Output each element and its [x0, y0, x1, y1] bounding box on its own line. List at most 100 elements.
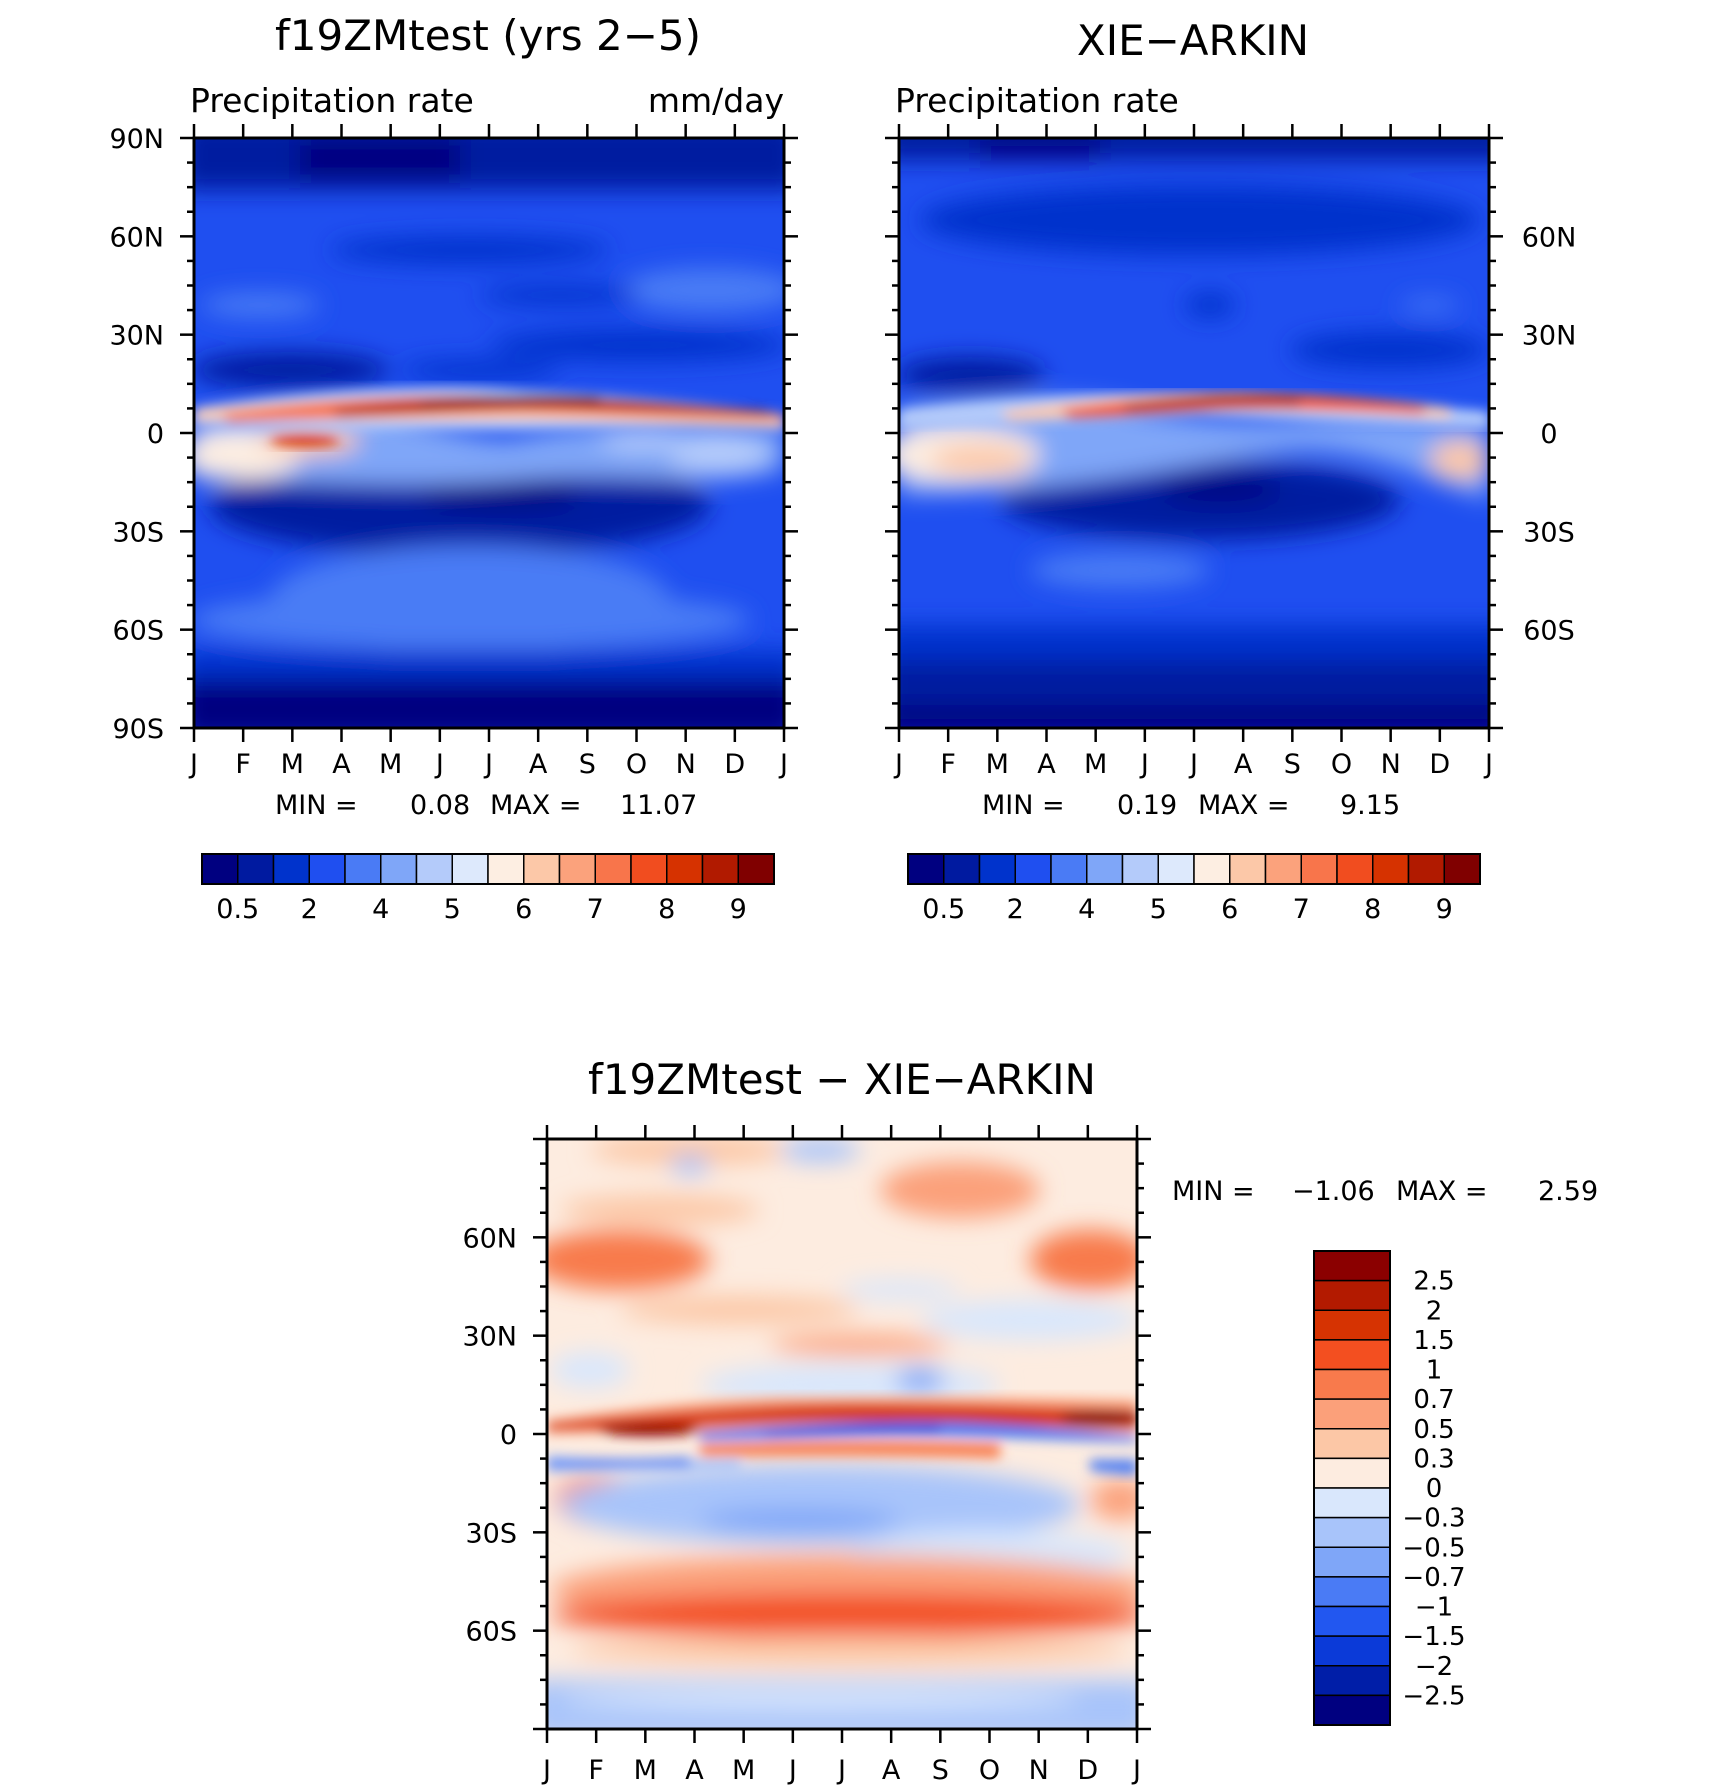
colorbar-swatch [737, 853, 775, 885]
x-tick-label: M [732, 1755, 755, 1786]
colorbar-swatch [1313, 1665, 1391, 1697]
colorbar-swatch [523, 853, 561, 885]
colorbar-label: 4 [1078, 894, 1095, 925]
x-tick-label: O [1331, 749, 1352, 780]
panel-model-subtitle-left: Precipitation rate [190, 81, 474, 120]
x-tick-label: D [724, 749, 745, 780]
colorbar-swatch [1193, 853, 1231, 885]
panel-diff-min-value: −1.06 [1292, 1176, 1375, 1207]
x-tick-label: A [685, 1755, 704, 1786]
x-tick-label: S [932, 1755, 949, 1786]
colorbar-swatch [943, 853, 981, 885]
panel-model-field [194, 138, 784, 728]
y-tick-label: 30S [466, 1518, 518, 1549]
y-tick-label: 60S [113, 616, 165, 647]
colorbar-swatch [380, 853, 418, 885]
colorbar-label: 0.5 [922, 894, 965, 925]
colorbar-swatch [1313, 1309, 1391, 1341]
panel-diff-min-label: MIN = [1172, 1176, 1255, 1207]
x-tick-label: F [940, 749, 956, 780]
colorbar-label: 2 [301, 894, 318, 925]
colorbar-label: 1.5 [1413, 1326, 1454, 1356]
x-tick-label: O [626, 749, 647, 780]
colorbar-label: 7 [1293, 894, 1310, 925]
x-tick-label: O [979, 1755, 1000, 1786]
x-tick-label: N [1029, 1755, 1049, 1786]
x-tick-label: S [579, 749, 596, 780]
colorbar-swatch [1313, 1428, 1391, 1460]
y-tick-label: 90S [113, 714, 165, 745]
x-tick-label: J [483, 749, 493, 780]
panel-obs-subtitle-left: Precipitation rate [895, 81, 1179, 120]
colorbar-swatch [1300, 853, 1338, 885]
x-tick-label: J [893, 749, 903, 780]
panel-obs-title: XIE−ARKIN [1077, 16, 1309, 65]
panel-diff: f19ZMtest − XIE−ARKIN [462, 1055, 1598, 1786]
colorbar-frame [1313, 1250, 1391, 1726]
panel-obs-max-label: MAX = [1198, 790, 1289, 821]
colorbar-swatch [1443, 853, 1481, 885]
colorbar-swatch [1313, 1250, 1391, 1282]
colorbar-label: 0 [1426, 1474, 1443, 1504]
panel-obs-colorbar: 0.5 2 4 5 6 7 8 9 [907, 853, 1481, 925]
y-tick-label: 60S [1523, 616, 1575, 647]
x-tick-label: S [1284, 749, 1301, 780]
colorbar-swatch [594, 853, 632, 885]
colorbar-label: −2.5 [1402, 1681, 1465, 1711]
colorbar-label: 8 [658, 894, 675, 925]
colorbar-swatch [272, 853, 310, 885]
panel-model-max-label: MAX = [490, 790, 581, 821]
x-tick-label: N [1381, 749, 1401, 780]
x-tick-label: J [541, 1755, 551, 1786]
colorbar-swatch [907, 853, 945, 885]
colorbar-swatch [308, 853, 346, 885]
colorbar-swatch [344, 853, 382, 885]
panel-obs: XIE−ARKIN Precipitation rate [885, 16, 1576, 925]
y-tick-label: 0 [500, 1420, 517, 1451]
colorbar-swatch [415, 853, 453, 885]
colorbar-label: 0.5 [1413, 1415, 1454, 1445]
colorbar-label: 1 [1426, 1356, 1443, 1386]
panel-obs-min-value: 0.19 [1117, 790, 1177, 821]
x-tick-label: A [1037, 749, 1056, 780]
colorbar-swatch [1407, 853, 1445, 885]
x-tick-label: M [281, 749, 304, 780]
colorbar-label: 2.5 [1413, 1267, 1454, 1297]
colorbar-label: −0.3 [1402, 1504, 1465, 1534]
y-tick-label: 90N [109, 124, 164, 155]
colorbar-swatch [558, 853, 596, 885]
colorbar-frame [201, 853, 775, 885]
colorbar-label: 0.7 [1413, 1385, 1454, 1415]
colorbar-swatch [1086, 853, 1124, 885]
colorbar-swatch [1313, 1457, 1391, 1489]
x-tick-label: J [1139, 749, 1149, 780]
colorbar-swatch [1313, 1279, 1391, 1311]
panel-model-min-value: 0.08 [410, 790, 470, 821]
x-tick-label: J [787, 1755, 797, 1786]
colorbar-label: 2 [1007, 894, 1024, 925]
x-tick-label: A [1234, 749, 1253, 780]
colorbar-label: 9 [730, 894, 747, 925]
y-tick-label: 60N [462, 1223, 517, 1254]
panel-model-max-value: 11.07 [620, 790, 697, 821]
y-tick-label: 60N [1522, 222, 1577, 253]
y-tick-label: 30N [462, 1322, 517, 1353]
x-tick-label: J [778, 749, 788, 780]
colorbar-label: 5 [444, 894, 461, 925]
colorbar-swatch [1313, 1546, 1391, 1578]
colorbar-swatch [1313, 1398, 1391, 1430]
panel-diff-title: f19ZMtest − XIE−ARKIN [588, 1055, 1096, 1104]
y-tick-label: 60S [466, 1617, 518, 1648]
x-tick-label: J [836, 1755, 846, 1786]
colorbar-label: 7 [587, 894, 604, 925]
colorbar-swatch [1229, 853, 1267, 885]
colorbar-swatch [451, 853, 489, 885]
panel-diff-max-value: 2.59 [1538, 1176, 1598, 1207]
colorbar-label: 0.5 [216, 894, 259, 925]
panel-obs-field [899, 138, 1489, 728]
y-tick-label: 0 [147, 419, 164, 450]
colorbar-label: 8 [1364, 894, 1381, 925]
colorbar-swatch [1313, 1635, 1391, 1667]
